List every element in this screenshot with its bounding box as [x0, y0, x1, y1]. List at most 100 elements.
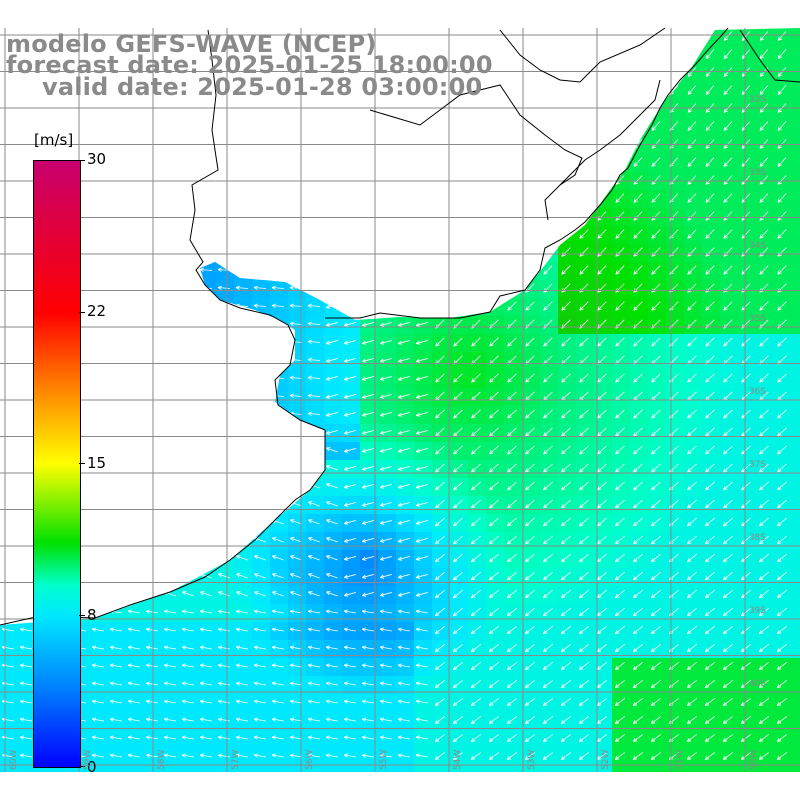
wind-arrow	[543, 481, 553, 491]
wind-arrow	[164, 537, 176, 543]
wind-arrow	[435, 31, 445, 41]
wind-speed-cell	[324, 712, 343, 731]
wind-speed-cell	[738, 712, 757, 731]
wind-arrow	[91, 375, 105, 380]
wind-speed-cell	[792, 532, 800, 551]
wind-arrow	[397, 592, 410, 597]
wind-arrow	[128, 591, 140, 597]
wind-speed-cell	[576, 676, 595, 695]
wind-speed-cell	[378, 730, 397, 749]
wind-speed-cell	[198, 190, 217, 209]
wind-speed-cell	[756, 676, 775, 695]
wind-arrow	[507, 499, 517, 509]
wind-speed-cell	[792, 568, 800, 587]
wind-speed-cell	[288, 154, 307, 173]
wind-arrow	[217, 249, 231, 254]
wind-speed-cell	[0, 118, 19, 137]
wind-arrow	[91, 123, 105, 128]
wind-speed-cell	[774, 280, 793, 299]
wind-speed-cell	[522, 424, 541, 443]
wind-speed-cell	[378, 766, 397, 772]
wind-arrow	[145, 123, 159, 128]
wind-speed-cell	[414, 226, 433, 245]
wind-arrow	[777, 481, 787, 491]
wind-speed-cell	[198, 316, 217, 335]
wind-arrow	[507, 85, 517, 95]
wind-speed-cell	[450, 658, 469, 677]
wind-speed-cell	[180, 370, 199, 389]
wind-arrow	[435, 553, 445, 563]
wind-speed-cell	[396, 28, 415, 47]
wind-speed-cell	[630, 712, 649, 731]
wind-speed-cell	[630, 226, 649, 245]
wind-speed-cell	[432, 316, 451, 335]
wind-speed-cell	[558, 388, 577, 407]
wind-speed-cell	[90, 100, 109, 119]
wind-speed-cell	[18, 766, 37, 772]
wind-speed-cell	[198, 334, 217, 353]
wind-arrow	[415, 430, 428, 435]
wind-speed-cell	[684, 46, 703, 65]
wind-speed-cell	[666, 316, 685, 335]
wind-arrow	[597, 265, 607, 275]
wind-speed-cell	[666, 532, 685, 551]
wind-arrow	[163, 357, 177, 362]
wind-speed-cell	[702, 280, 721, 299]
wind-arrow	[145, 411, 159, 416]
wind-arrow	[379, 358, 392, 363]
wind-speed-cell	[738, 262, 757, 281]
wind-arrow	[723, 499, 733, 509]
wind-arrow	[272, 483, 284, 489]
wind-arrow	[182, 573, 194, 579]
wind-speed-cell	[234, 334, 253, 353]
wind-speed-cell	[504, 478, 523, 497]
wind-arrow	[200, 465, 212, 471]
wind-arrow	[489, 157, 499, 167]
wind-arrow	[560, 589, 571, 599]
wind-arrow	[2, 537, 14, 543]
wind-arrow	[687, 373, 697, 383]
wind-arrow	[110, 465, 122, 471]
wind-speed-cell	[360, 442, 379, 461]
wind-speed-cell	[594, 298, 613, 317]
wind-speed-cell	[162, 100, 181, 119]
wind-arrow	[163, 159, 177, 164]
wind-speed-cell	[756, 514, 775, 533]
wind-speed-cell	[702, 604, 721, 623]
lat-label: 33S	[748, 168, 766, 178]
wind-arrow	[361, 484, 374, 489]
wind-speed-cell	[126, 730, 145, 749]
wind-speed-cell	[162, 748, 181, 767]
wind-arrow	[777, 301, 787, 311]
wind-arrow	[489, 247, 499, 257]
wind-arrow	[182, 555, 194, 561]
wind-arrow	[651, 463, 661, 473]
wind-arrow	[271, 321, 285, 326]
wind-speed-cell	[216, 118, 235, 137]
wind-arrow	[777, 121, 787, 131]
wind-speed-cell	[252, 136, 271, 155]
wind-speed-cell	[558, 478, 577, 497]
wind-speed-cell	[342, 640, 361, 659]
wind-speed-cell	[630, 334, 649, 353]
wind-arrow	[343, 376, 356, 381]
wind-speed-cell	[540, 190, 559, 209]
wind-arrow	[543, 463, 553, 473]
wind-arrow	[109, 231, 123, 236]
wind-arrow	[109, 249, 123, 254]
wind-speed-cell	[720, 352, 739, 371]
wind-speed-cell	[198, 640, 217, 659]
wind-arrow	[471, 31, 481, 41]
wind-speed-cell	[684, 730, 703, 749]
wind-speed-cell	[306, 604, 325, 623]
wind-speed-cell	[378, 478, 397, 497]
wind-speed-cell	[756, 334, 775, 353]
wind-arrow	[453, 157, 463, 167]
wind-speed-cell	[648, 388, 667, 407]
wind-speed-cell	[324, 388, 343, 407]
wind-arrow	[723, 445, 733, 455]
wind-speed-cell	[612, 424, 631, 443]
wind-arrow	[163, 411, 177, 416]
wind-arrow	[146, 555, 158, 561]
wind-arrow	[579, 31, 589, 41]
